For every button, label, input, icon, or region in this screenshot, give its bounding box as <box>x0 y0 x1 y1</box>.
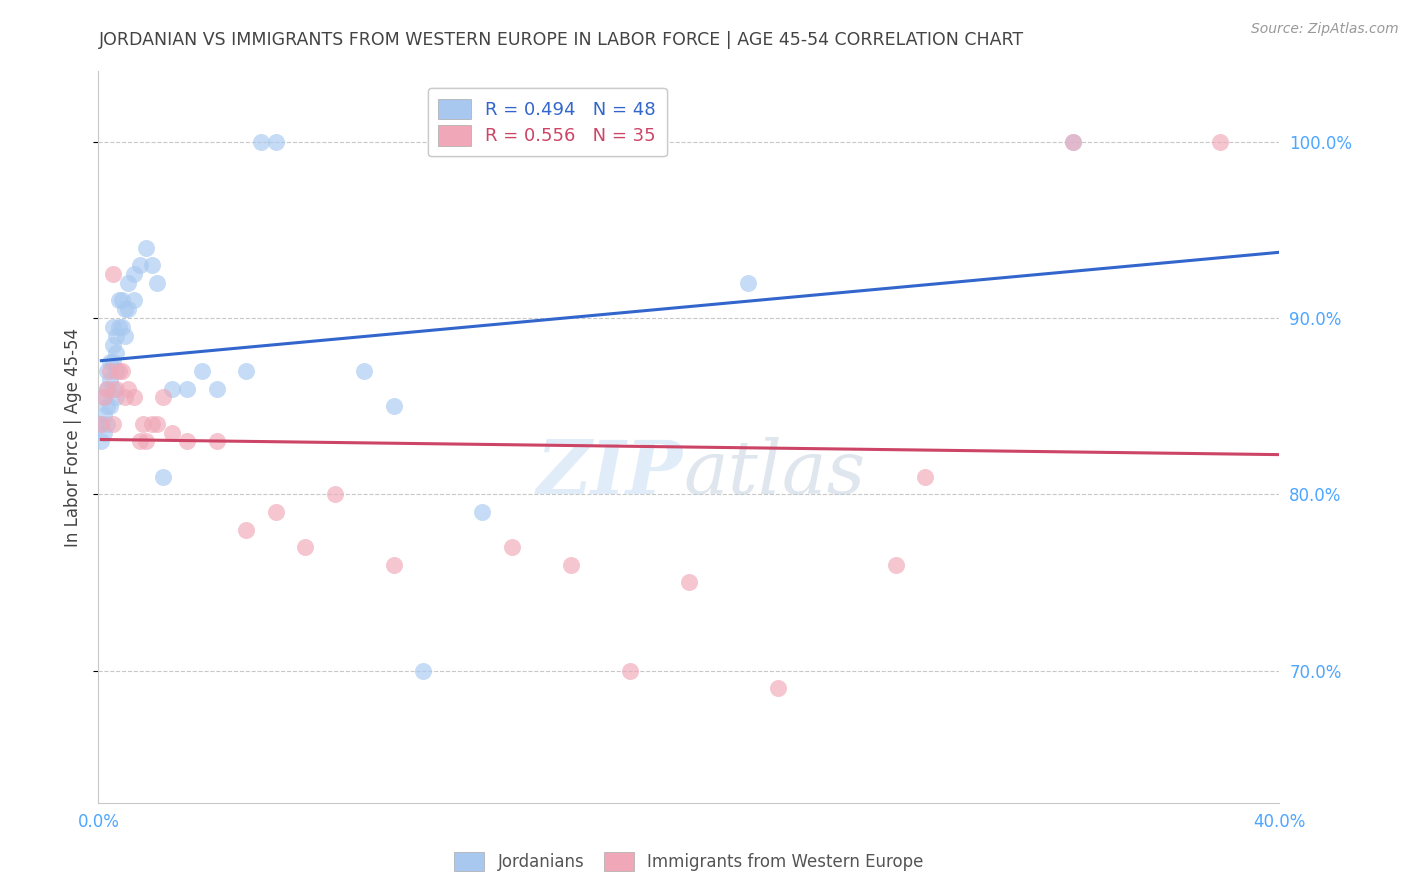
Point <box>98 364 121 378</box>
Point <box>884 558 907 572</box>
Point <box>146 276 169 290</box>
Point <box>914 469 936 483</box>
Point <box>96 382 118 396</box>
Point <box>146 417 169 431</box>
Point <box>619 664 641 678</box>
Point <box>162 425 183 440</box>
Point <box>90 417 112 431</box>
Point <box>96 417 118 431</box>
Y-axis label: In Labor Force | Age 45-54: In Labor Force | Age 45-54 <box>65 327 83 547</box>
Text: Source: ZipAtlas.com: Source: ZipAtlas.com <box>1251 22 1399 37</box>
Point <box>90 434 112 449</box>
Point <box>103 417 125 431</box>
Point <box>111 320 134 334</box>
Point <box>90 417 112 431</box>
Text: JORDANIAN VS IMMIGRANTS FROM WESTERN EUROPE IN LABOR FORCE | AGE 45-54 CORRELATI: JORDANIAN VS IMMIGRANTS FROM WESTERN EUR… <box>98 31 1024 49</box>
Text: atlas: atlas <box>683 437 865 510</box>
Point <box>141 417 163 431</box>
Point <box>122 293 145 308</box>
Point <box>191 364 214 378</box>
Point <box>560 558 582 572</box>
Point <box>412 664 434 678</box>
Point <box>93 425 115 440</box>
Text: ZIP: ZIP <box>537 437 683 510</box>
Point <box>114 391 136 405</box>
Point <box>176 434 198 449</box>
Point <box>96 364 118 378</box>
Point <box>103 320 125 334</box>
Point <box>132 417 155 431</box>
Point <box>108 320 131 334</box>
Point <box>103 337 125 351</box>
Point <box>122 391 145 405</box>
Legend: R = 0.494   N = 48, R = 0.556   N = 35: R = 0.494 N = 48, R = 0.556 N = 35 <box>427 87 666 156</box>
Point <box>114 302 136 317</box>
Point <box>766 681 789 696</box>
Point <box>141 258 163 272</box>
Point <box>117 302 139 317</box>
Point <box>1209 135 1232 149</box>
Point <box>152 391 174 405</box>
Point <box>152 469 174 483</box>
Point <box>98 355 121 369</box>
Point <box>205 382 228 396</box>
Point <box>93 391 115 405</box>
Point <box>264 505 287 519</box>
Point <box>98 399 121 413</box>
Point <box>98 373 121 387</box>
Point <box>501 540 523 554</box>
Point <box>135 241 157 255</box>
Point <box>108 293 131 308</box>
Point <box>1062 135 1084 149</box>
Point <box>250 135 273 149</box>
Point <box>105 346 128 360</box>
Point <box>135 434 157 449</box>
Point <box>117 382 139 396</box>
Point <box>382 558 405 572</box>
Point <box>105 364 128 378</box>
Point <box>205 434 228 449</box>
Point <box>96 382 118 396</box>
Point <box>353 364 375 378</box>
Point <box>122 267 145 281</box>
Point <box>114 328 136 343</box>
Point <box>103 382 125 396</box>
Point <box>678 575 700 590</box>
Point <box>382 399 405 413</box>
Point <box>105 382 128 396</box>
Point <box>108 364 131 378</box>
Point <box>264 135 287 149</box>
Point <box>111 364 134 378</box>
Point <box>93 408 115 422</box>
Point <box>93 391 115 405</box>
Point <box>737 276 759 290</box>
Point <box>96 399 118 413</box>
Point <box>162 382 183 396</box>
Point <box>235 364 257 378</box>
Point <box>111 293 134 308</box>
Point <box>105 328 128 343</box>
Point <box>235 523 257 537</box>
Point <box>176 382 198 396</box>
Point <box>105 391 128 405</box>
Legend: Jordanians, Immigrants from Western Europe: Jordanians, Immigrants from Western Euro… <box>446 843 932 880</box>
Point <box>128 258 150 272</box>
Point <box>471 505 494 519</box>
Point <box>323 487 346 501</box>
Point <box>117 276 139 290</box>
Point <box>103 267 125 281</box>
Point <box>103 355 125 369</box>
Point <box>128 434 150 449</box>
Point <box>1062 135 1084 149</box>
Point <box>294 540 316 554</box>
